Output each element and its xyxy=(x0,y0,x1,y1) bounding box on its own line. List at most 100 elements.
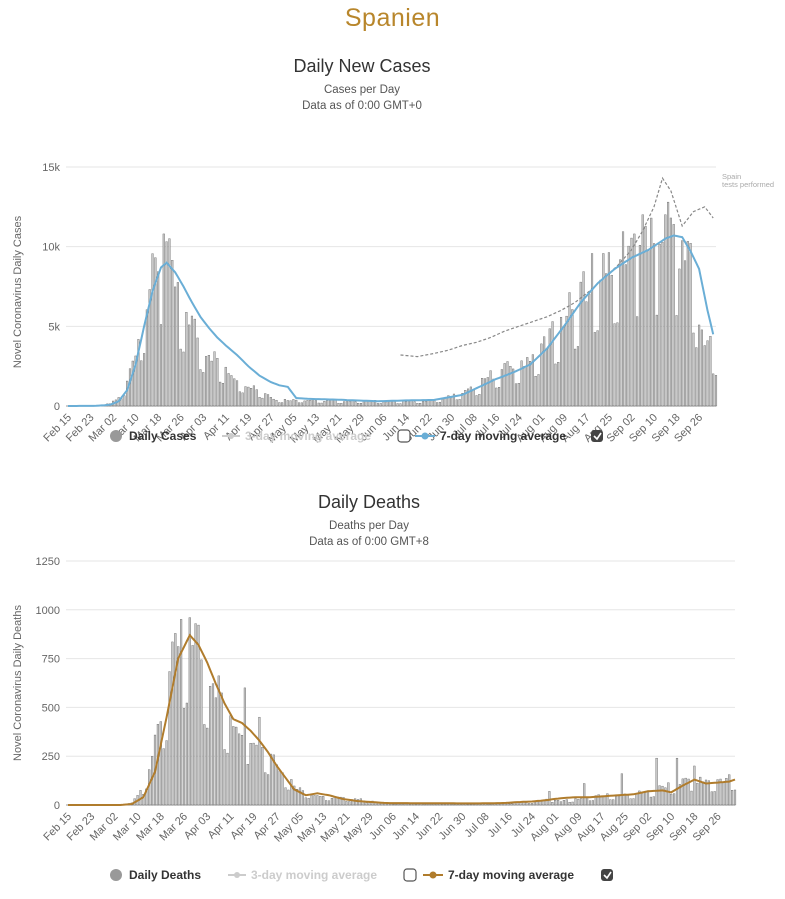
daily-bar xyxy=(379,403,382,407)
daily-bar xyxy=(606,793,609,806)
checkbox-7day[interactable] xyxy=(601,869,613,881)
daily-bar xyxy=(399,403,402,407)
legend-item-daily-deaths[interactable]: Daily Deaths xyxy=(110,868,201,882)
ma7-line xyxy=(68,234,715,407)
daily-bar xyxy=(537,374,540,407)
daily-bar xyxy=(194,623,197,806)
daily-bar xyxy=(667,782,670,806)
daily-bar xyxy=(429,804,432,806)
daily-bar xyxy=(281,772,284,806)
daily-bar xyxy=(255,744,258,806)
daily-bar xyxy=(162,233,165,407)
daily-bar xyxy=(174,633,177,806)
daily-bar xyxy=(313,795,316,806)
x-tick-label: Jul 16 xyxy=(486,811,515,840)
daily-bar xyxy=(376,403,379,407)
daily-bar xyxy=(269,397,272,407)
daily-bar xyxy=(165,740,168,806)
daily-bar xyxy=(678,268,681,407)
daily-bar xyxy=(414,803,418,806)
daily-bar xyxy=(339,796,342,806)
daily-bar xyxy=(602,253,605,407)
daily-bar xyxy=(709,336,712,407)
daily-bar xyxy=(140,360,143,407)
daily-bar xyxy=(199,369,202,407)
daily-bar xyxy=(469,386,472,407)
daily-bar xyxy=(675,757,679,806)
daily-bar xyxy=(646,790,650,806)
daily-bar xyxy=(394,803,397,806)
daily-bar xyxy=(559,801,563,806)
daily-bar xyxy=(590,253,594,407)
legend-item-3day[interactable]: 3-day moving average xyxy=(222,429,371,443)
daily-bar xyxy=(326,400,329,407)
daily-bar xyxy=(275,764,278,806)
daily-bar xyxy=(191,645,194,806)
chart-subtitle: Cases per Day xyxy=(324,84,400,96)
daily-bar xyxy=(354,401,357,407)
daily-bar xyxy=(661,241,664,407)
checkbox-7day[interactable] xyxy=(591,430,603,442)
daily-bar xyxy=(670,793,673,806)
daily-bar xyxy=(148,289,151,407)
legend-item-3day[interactable]: 3-day moving average xyxy=(228,868,377,882)
daily-bar xyxy=(309,400,312,407)
daily-bar xyxy=(489,370,492,407)
daily-bar xyxy=(278,402,281,407)
daily-bar xyxy=(193,318,196,407)
daily-bar xyxy=(419,403,422,407)
daily-bar xyxy=(205,356,208,407)
tests-performed-line xyxy=(400,176,714,358)
daily-bar xyxy=(577,799,580,806)
daily-bar xyxy=(703,345,706,407)
daily-bar xyxy=(517,383,520,407)
daily-bar xyxy=(655,757,658,806)
daily-bar xyxy=(235,726,238,806)
daily-bar xyxy=(278,770,281,806)
daily-bar xyxy=(207,355,210,407)
daily-bar xyxy=(565,315,568,407)
daily-bar xyxy=(388,401,391,407)
daily-bar xyxy=(290,779,293,806)
legend-item-7day[interactable]: 7-day moving average xyxy=(415,429,566,443)
daily-bar xyxy=(503,363,506,407)
checkbox-3day[interactable] xyxy=(397,429,411,443)
daily-bar xyxy=(168,671,171,806)
daily-bar xyxy=(157,271,160,407)
daily-bar xyxy=(588,800,592,806)
chart-subtitle: Deaths per Day xyxy=(329,520,409,532)
daily-bar xyxy=(128,368,132,407)
y-tick-label: 500 xyxy=(42,702,60,714)
daily-bar xyxy=(179,348,182,407)
legend-item-daily-cases[interactable]: Daily Cases xyxy=(110,429,197,443)
daily-bar xyxy=(706,340,709,407)
daily-bar xyxy=(647,250,650,407)
daily-bar xyxy=(731,790,734,806)
daily-bar xyxy=(615,796,618,806)
daily-bar xyxy=(678,784,681,806)
checkbox-3day[interactable] xyxy=(403,868,417,882)
daily-bar xyxy=(244,386,247,407)
daily-bar xyxy=(405,401,408,407)
daily-bar xyxy=(557,800,560,806)
daily-bar xyxy=(588,293,591,407)
daily-bar xyxy=(568,292,571,407)
daily-bar xyxy=(214,697,217,806)
daily-bar xyxy=(641,214,644,407)
daily-bar xyxy=(607,252,610,407)
daily-bar xyxy=(540,343,543,407)
daily-bar xyxy=(481,378,484,407)
daily-bar xyxy=(334,400,337,407)
legend-label: 3-day moving average xyxy=(245,429,371,443)
daily-bar xyxy=(686,241,689,407)
legend-item-7day[interactable]: 7-day moving average xyxy=(423,868,574,882)
daily-bar xyxy=(512,368,515,407)
daily-bar xyxy=(585,301,588,407)
daily-bar xyxy=(176,282,179,407)
daily-bar xyxy=(340,403,343,407)
daily-bar xyxy=(630,237,633,407)
daily-bar xyxy=(211,683,215,806)
daily-bar xyxy=(507,803,510,806)
daily-bar xyxy=(365,802,368,806)
page-title: Spanien xyxy=(344,4,441,32)
